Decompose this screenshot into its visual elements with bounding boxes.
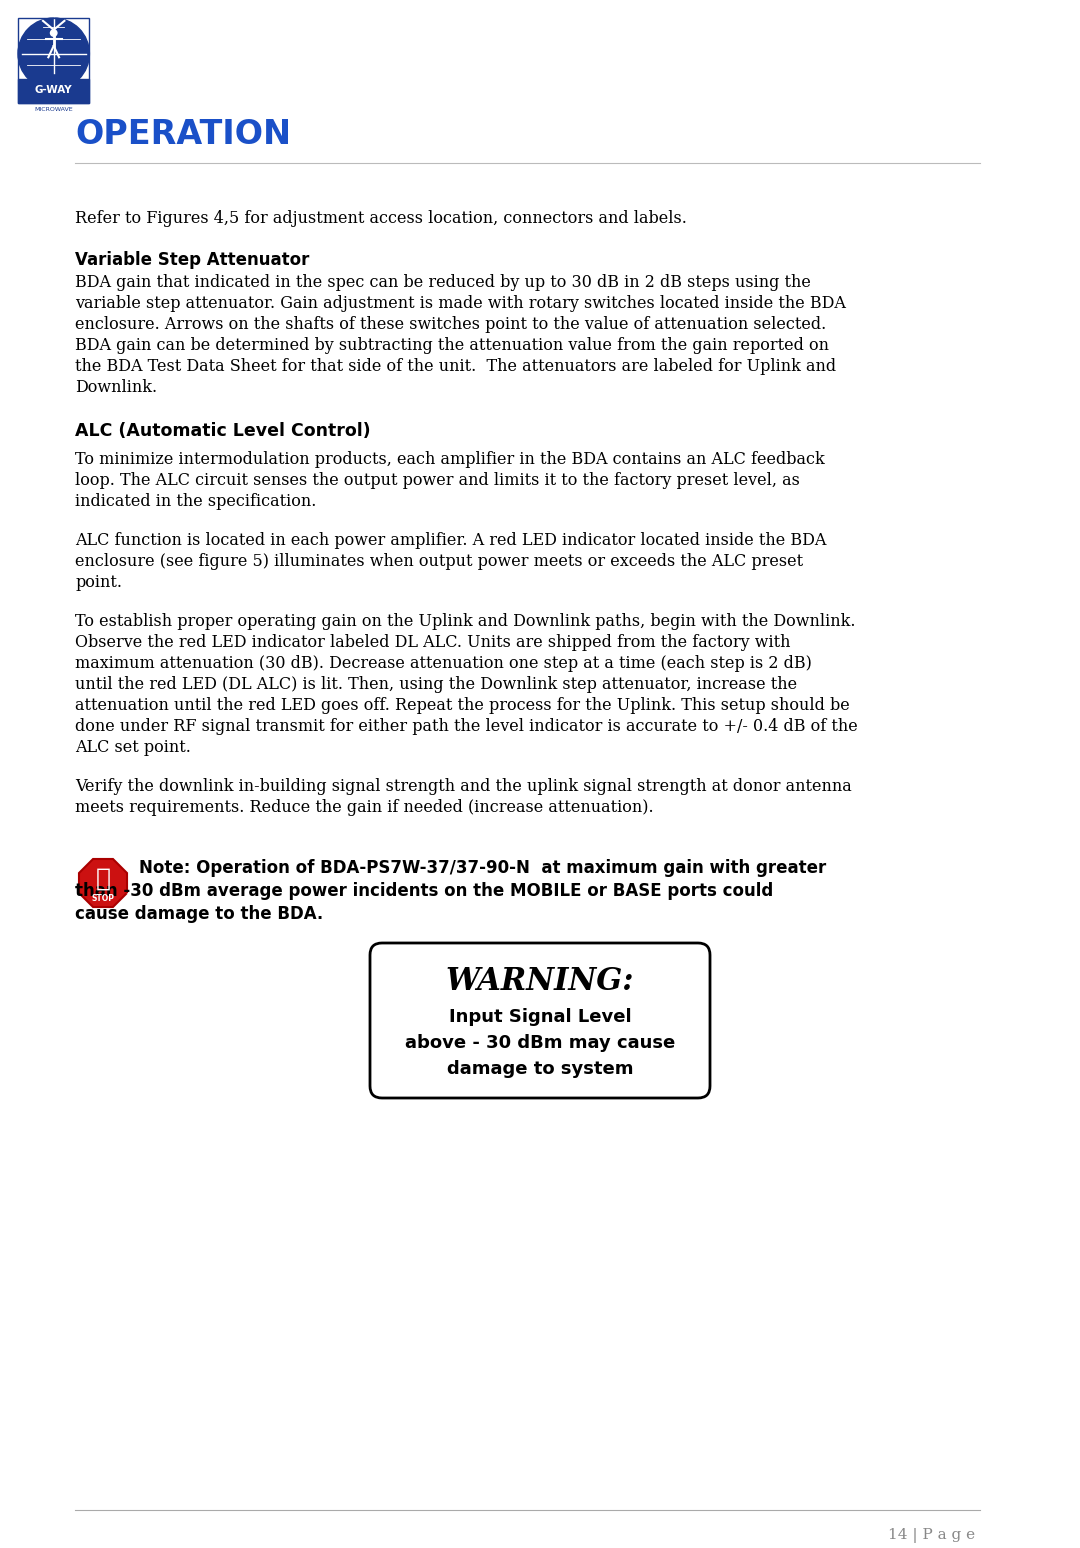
Circle shape [51, 29, 57, 36]
Text: point.: point. [75, 574, 122, 591]
Text: maximum attenuation (30 dB). Decrease attenuation one step at a time (each step : maximum attenuation (30 dB). Decrease at… [75, 655, 812, 672]
Text: OPERATION: OPERATION [75, 118, 292, 152]
Text: ALC (Automatic Level Control): ALC (Automatic Level Control) [75, 423, 370, 440]
Text: Downlink.: Downlink. [75, 379, 157, 396]
Text: BDA gain can be determined by subtracting the attenuation value from the gain re: BDA gain can be determined by subtractin… [75, 337, 829, 354]
Text: Verify the downlink in-building signal strength and the uplink signal strength a: Verify the downlink in-building signal s… [75, 779, 852, 796]
Text: enclosure (see figure 5) illuminates when output power meets or exceeds the ALC : enclosure (see figure 5) illuminates whe… [75, 553, 804, 570]
Text: Observe the red LED indicator labeled DL ALC. Units are shipped from the factory: Observe the red LED indicator labeled DL… [75, 635, 791, 652]
Text: until the red LED (DL ALC) is lit. Then, using the Downlink step attenuator, inc: until the red LED (DL ALC) is lit. Then,… [75, 676, 797, 694]
Text: 14 | P a g e: 14 | P a g e [888, 1528, 975, 1543]
Text: ✋: ✋ [95, 867, 110, 890]
Bar [18, 19, 90, 104]
Text: than -30 dBm average power incidents on the MOBILE or BASE ports could: than -30 dBm average power incidents on … [75, 882, 773, 899]
Text: attenuation until the red LED goes off. Repeat the process for the Uplink. This : attenuation until the red LED goes off. … [75, 697, 850, 714]
Text: Refer to Figures 4,5 for adjustment access location, connectors and labels.: Refer to Figures 4,5 for adjustment acce… [75, 211, 687, 228]
Text: damage to system: damage to system [447, 1060, 633, 1077]
Text: MICROWAVE: MICROWAVE [35, 107, 73, 111]
Circle shape [18, 19, 90, 90]
Text: done under RF signal transmit for either path the level indicator is accurate to: done under RF signal transmit for either… [75, 718, 858, 735]
Text: BDA gain that indicated in the spec can be reduced by up to 30 dB in 2 dB steps : BDA gain that indicated in the spec can … [75, 274, 811, 291]
Text: Input Signal Level: Input Signal Level [448, 1008, 632, 1026]
Text: enclosure. Arrows on the shafts of these switches point to the value of attenuat: enclosure. Arrows on the shafts of these… [75, 316, 826, 333]
Text: cause damage to the BDA.: cause damage to the BDA. [75, 906, 323, 923]
Text: meets requirements. Reduce the gain if needed (increase attenuation).: meets requirements. Reduce the gain if n… [75, 799, 653, 816]
Text: the BDA Test Data Sheet for that side of the unit.  The attenuators are labeled : the BDA Test Data Sheet for that side of… [75, 358, 836, 375]
Polygon shape [79, 859, 127, 907]
FancyBboxPatch shape [370, 943, 710, 1098]
Bar [18, 79, 90, 104]
Text: ALC set point.: ALC set point. [75, 738, 191, 755]
Text: Note: Operation of BDA-PS7W-37/37-90-N  at maximum gain with greater: Note: Operation of BDA-PS7W-37/37-90-N a… [139, 859, 826, 878]
Text: To establish proper operating gain on the Uplink and Downlink paths, begin with : To establish proper operating gain on th… [75, 613, 855, 630]
Text: Variable Step Attenuator: Variable Step Attenuator [75, 251, 309, 269]
Text: ALC function is located in each power amplifier. A red LED indicator located ins: ALC function is located in each power am… [75, 533, 826, 550]
Text: G-WAY: G-WAY [35, 85, 72, 94]
Text: STOP: STOP [92, 895, 114, 902]
Text: above - 30 dBm may cause: above - 30 dBm may cause [405, 1034, 675, 1053]
Text: loop. The ALC circuit senses the output power and limits it to the factory prese: loop. The ALC circuit senses the output … [75, 472, 800, 489]
Text: variable step attenuator. Gain adjustment is made with rotary switches located i: variable step attenuator. Gain adjustmen… [75, 296, 846, 313]
Text: WARNING:: WARNING: [446, 966, 634, 997]
Text: indicated in the specification.: indicated in the specification. [75, 492, 316, 509]
Text: To minimize intermodulation products, each amplifier in the BDA contains an ALC : To minimize intermodulation products, ea… [75, 450, 825, 467]
